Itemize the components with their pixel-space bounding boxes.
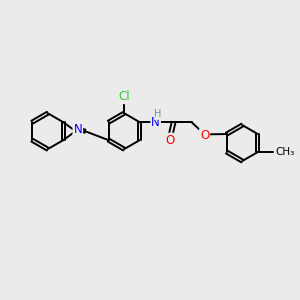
Text: H: H xyxy=(154,110,161,119)
Text: Cl: Cl xyxy=(118,90,130,103)
Text: N: N xyxy=(74,123,82,136)
Text: S: S xyxy=(74,126,82,139)
Text: N: N xyxy=(151,116,160,129)
Text: O: O xyxy=(200,129,209,142)
Text: CH₃: CH₃ xyxy=(275,147,295,157)
Text: O: O xyxy=(166,134,175,147)
